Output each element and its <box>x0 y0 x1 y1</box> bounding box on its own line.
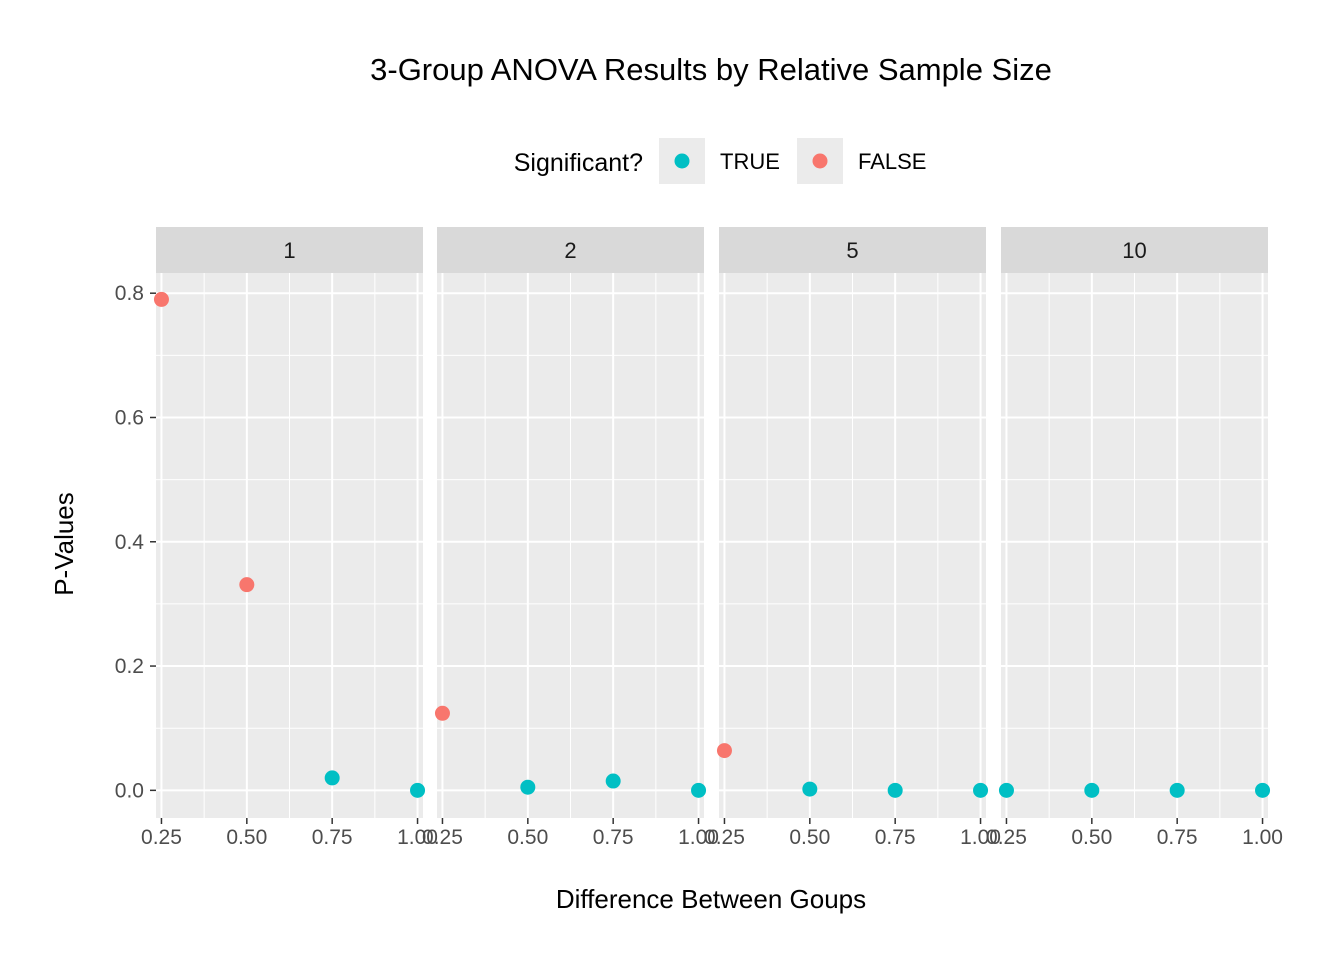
facet-strip <box>437 227 704 273</box>
x-tick-label: 1.00 <box>678 826 719 849</box>
y-axis: 0.0 0.2 0.4 0.6 0.8 <box>115 282 156 802</box>
legend-dot-false <box>812 153 828 169</box>
legend-dot-true <box>674 153 690 169</box>
data-point-significant <box>998 782 1014 798</box>
facet-strip <box>1001 227 1268 273</box>
data-point-significant <box>691 782 707 798</box>
y-tick-label: 0.6 <box>115 406 144 429</box>
x-tick-label: 0.75 <box>593 826 634 849</box>
x-tick-label: 0.75 <box>875 826 916 849</box>
x-tick-label: 0.75 <box>1157 826 1198 849</box>
data-point-not-significant <box>153 291 169 307</box>
data-point-not-significant <box>239 577 255 593</box>
facet-strip-label: 5 <box>846 238 858 263</box>
facet-panel-1: 1 0.25 0.50 0.75 1.00 <box>141 227 438 849</box>
x-tick-label: 0.25 <box>704 826 745 849</box>
facet-strip-label: 10 <box>1122 238 1146 263</box>
legend: Significant? TRUE FALSE <box>514 138 926 184</box>
x-tick-label: 1.00 <box>397 826 438 849</box>
x-tick-label: 1.00 <box>1242 826 1283 849</box>
chart-title: 3-Group ANOVA Results by Relative Sample… <box>370 52 1052 87</box>
legend-label-false: FALSE <box>858 149 926 174</box>
data-point-significant <box>973 782 989 798</box>
x-tick-label: 0.50 <box>226 826 267 849</box>
data-point-not-significant <box>434 705 450 721</box>
facet-strip <box>156 227 423 273</box>
data-point-significant <box>802 781 818 797</box>
data-point-not-significant <box>716 743 732 759</box>
data-point-significant <box>605 773 621 789</box>
data-point-significant <box>324 770 340 786</box>
x-tick-label: 0.75 <box>312 826 353 849</box>
y-axis-title: P-Values <box>49 492 79 596</box>
x-tick-label: 0.25 <box>141 826 182 849</box>
x-tick-label: 0.50 <box>507 826 548 849</box>
facet-strip-label: 1 <box>283 238 295 263</box>
legend-label-true: TRUE <box>720 149 780 174</box>
facet-panel-5: 5 0.25 0.50 0.75 1.00 <box>704 227 1001 849</box>
facet-panel-10: 10 0.25 0.50 0.75 1.00 <box>986 227 1283 849</box>
facet-panel-2: 2 0.25 0.50 0.75 1.00 <box>422 227 719 849</box>
data-point-significant <box>1255 782 1271 798</box>
x-tick-label: 0.25 <box>422 826 463 849</box>
x-tick-label: 0.50 <box>1071 826 1112 849</box>
y-tick-label: 0.2 <box>115 655 144 678</box>
facet-panels: 1 0.25 0.50 0.75 1.00 2 0.25 0.50 0.75 1.00 5 0.25 0… <box>141 227 1283 849</box>
facet-strip-label: 2 <box>564 238 576 263</box>
data-point-significant <box>520 779 536 795</box>
x-tick-label: 1.00 <box>960 826 1001 849</box>
data-point-significant <box>1169 782 1185 798</box>
y-tick-label: 0.0 <box>115 779 144 802</box>
x-tick-label: 0.50 <box>789 826 830 849</box>
x-axis-title: Difference Between Goups <box>556 884 866 914</box>
data-point-significant <box>410 782 426 798</box>
y-tick-label: 0.4 <box>115 531 145 554</box>
x-tick-label: 0.25 <box>986 826 1027 849</box>
data-point-significant <box>1084 782 1100 798</box>
y-tick-label: 0.8 <box>115 282 144 305</box>
legend-title: Significant? <box>514 149 643 177</box>
facet-strip <box>719 227 986 273</box>
data-point-significant <box>887 782 903 798</box>
